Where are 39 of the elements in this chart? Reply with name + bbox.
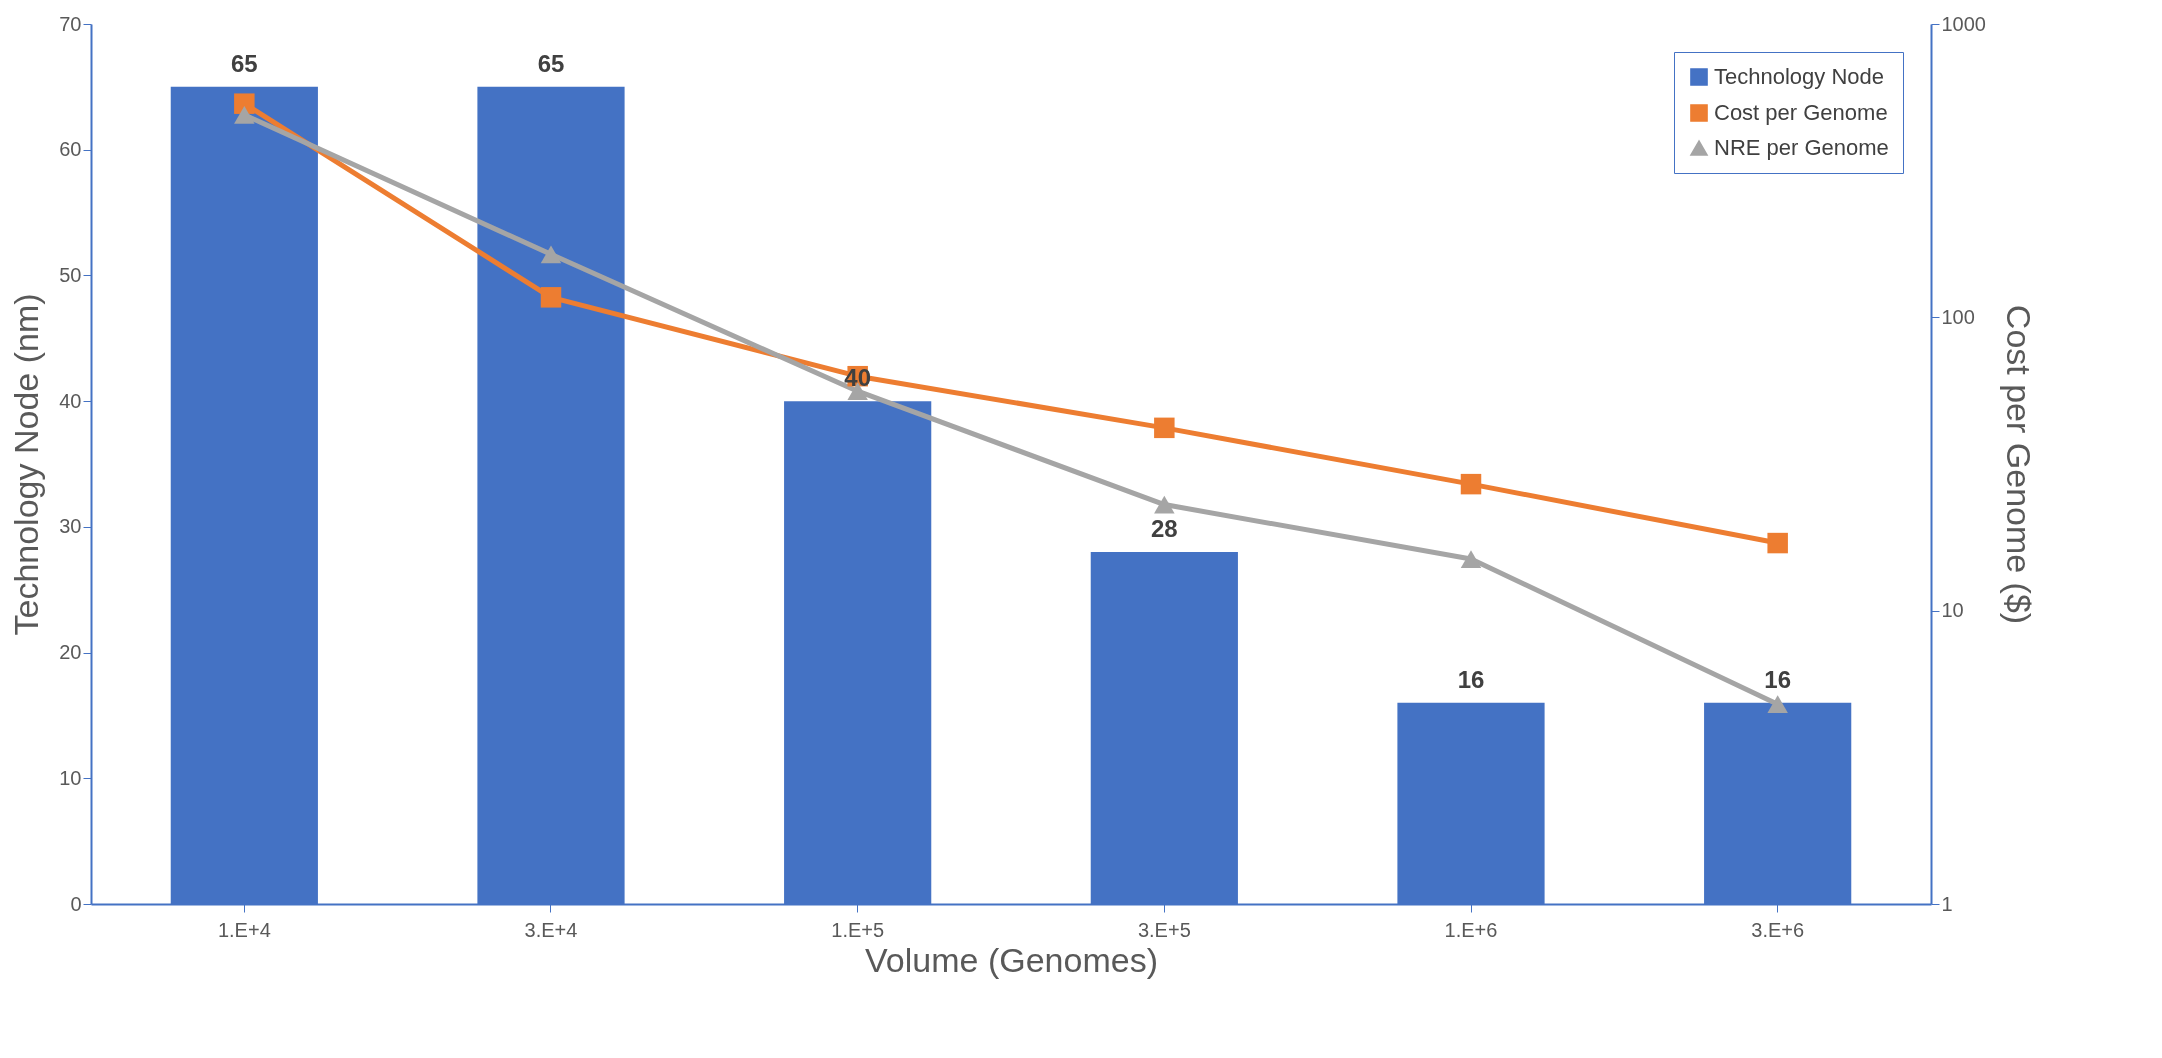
y-tick-label: 50 [59, 263, 82, 286]
data-label: 65 [230, 49, 258, 77]
x-tick-label: 3.E+4 [524, 918, 578, 941]
point [1460, 550, 1482, 568]
legend-label: Cost per Genome [1714, 100, 1888, 125]
y-tick-label: 10 [59, 766, 82, 789]
x-tick-label: 3.E+6 [1751, 918, 1805, 941]
legend-label: Technology Node [1714, 64, 1885, 89]
x-tick-label: 1.E+6 [1444, 918, 1498, 941]
y-tick-label: 30 [59, 515, 82, 538]
point [234, 106, 255, 124]
data-label: 28 [1150, 515, 1178, 542]
y-tick-label: 60 [59, 138, 82, 161]
x-tick-label: 1.E+5 [831, 918, 885, 941]
y2-tick-label: 1000 [1941, 12, 1986, 35]
y2-tick-label: 100 [1941, 305, 1975, 328]
point [1154, 495, 1175, 514]
data-label: 16 [1764, 665, 1792, 693]
point [1767, 695, 1788, 714]
point [540, 287, 562, 308]
point [540, 245, 562, 264]
y2-tick-label: 1 [1941, 892, 1953, 915]
x-tick-label: 3.E+5 [1137, 918, 1191, 941]
data-label: 65 [537, 49, 565, 77]
x-axis-title: Volume (Genomes) [865, 940, 1158, 979]
point [234, 93, 255, 114]
data-label: 16 [1457, 665, 1485, 693]
point [1460, 473, 1482, 495]
y-tick-label: 40 [59, 389, 82, 412]
y-tick-label: 20 [59, 641, 82, 664]
point [1154, 417, 1175, 439]
y-tick-label: 70 [59, 12, 82, 35]
y2-axis-title: Cost per Genome ($) [1999, 304, 2038, 625]
point [1767, 532, 1788, 554]
y-axis-title: Technology Node (nm) [7, 293, 46, 636]
legend-label: NRE per Genome [1714, 135, 1889, 160]
y-tick-label: 0 [70, 892, 82, 915]
x-tick-label: 1.E+4 [217, 918, 271, 941]
y2-tick-label: 10 [1941, 599, 1964, 622]
